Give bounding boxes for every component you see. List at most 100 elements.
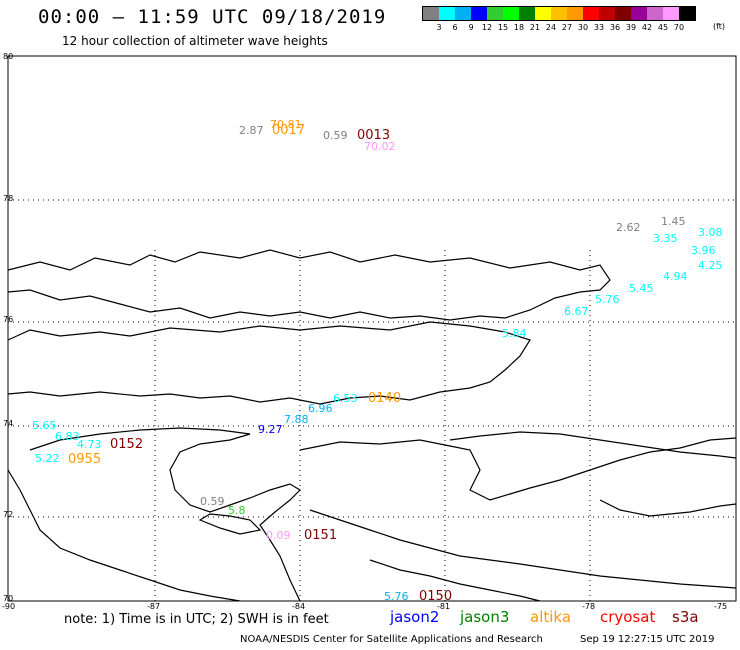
latitude-label: 74 [3, 419, 13, 428]
wave-height-label: 5.8 [228, 504, 246, 517]
wave-height-label: 70.81 [270, 118, 302, 131]
legend-label: 21 [529, 23, 541, 32]
latitude-label: 78 [3, 194, 13, 203]
longitude-label: -81 [437, 602, 450, 611]
wave-height-label: 6.67 [564, 305, 589, 318]
wave-height-label: 2.62 [616, 221, 641, 234]
wave-height-label: 5.76 [384, 590, 409, 603]
legend-swatch [631, 7, 647, 20]
satellite-name: altika [530, 608, 572, 626]
longitude-labels: -90 -87 -84 -81 -78 -75 [2, 602, 727, 611]
legend-swatch [519, 7, 535, 20]
wave-height-label: 5.65 [32, 419, 57, 432]
pass-time-label: 0017 [272, 123, 305, 138]
legend-label: 24 [545, 23, 557, 32]
legend-label: 6 [452, 23, 458, 32]
legend-swatch [615, 7, 631, 20]
legend-label: 70 [673, 23, 685, 32]
legend-label: 36 [609, 23, 621, 32]
wave-height-label: 2.87 [239, 124, 264, 137]
wave-height-label: 3.35 [653, 232, 678, 245]
legend-swatch [503, 7, 519, 20]
map-title: 00:00 – 11:59 UTC 09/18/2019 [38, 6, 387, 28]
legend-labels: 3 6 9 12 15 18 21 24 27 30 33 36 39 42 45 70 [422, 21, 696, 33]
wave-height-label: 0.59 [200, 495, 225, 508]
coastlines [7, 249, 737, 602]
legend-label: 42 [641, 23, 653, 32]
latitude-label: 70 [3, 594, 13, 603]
wave-height-label: 5.76 [595, 293, 620, 306]
satellite-name: jason3 [460, 608, 510, 626]
legend-swatches [422, 6, 696, 21]
wave-height-label: 4.94 [663, 270, 688, 283]
legend-swatch [423, 7, 439, 20]
wave-height-label: 6.96 [308, 402, 333, 415]
wave-height-label: 6.83 [55, 430, 80, 443]
color-legend: 3 6 9 12 15 18 21 24 27 30 33 36 39 42 45 70 [422, 6, 696, 33]
wave-height-label: 4.25 [698, 259, 723, 272]
legend-label: 9 [468, 23, 474, 32]
legend-swatch [487, 7, 503, 20]
longitude-label: -84 [292, 602, 305, 611]
pass-time-label: 0152 [110, 437, 143, 452]
latitude-labels: 80 78 76 74 72 70 [3, 52, 13, 603]
wave-height-label: 9.27 [258, 423, 283, 436]
legend-unit: (ft) [713, 22, 726, 31]
wave-height-label: 6.53 [333, 392, 358, 405]
wave-height-label: 3.08 [698, 226, 723, 239]
wave-height-label: 4.73 [77, 438, 102, 451]
longitude-label: -87 [147, 602, 160, 611]
legend-swatch [599, 7, 615, 20]
map-subtitle: 12 hour collection of altimeter wave hei… [62, 34, 328, 48]
legend-label: 15 [497, 23, 509, 32]
legend-label: 27 [561, 23, 573, 32]
legend-label: 3 [436, 23, 442, 32]
legend-label: 33 [593, 23, 605, 32]
satellite-name: cryosat [600, 608, 656, 626]
wave-height-label: 1.45 [661, 215, 686, 228]
legend-swatch [535, 7, 551, 20]
legend-swatch [471, 7, 487, 20]
legend-label: 39 [625, 23, 637, 32]
wave-height-label: 5.45 [629, 282, 654, 295]
wave-height-label: 70.02 [364, 140, 396, 153]
latitude-label: 80 [3, 52, 13, 61]
graticule [8, 199, 736, 601]
legend-swatch [439, 7, 455, 20]
legend-swatch [583, 7, 599, 20]
pass-time-label: 0151 [304, 528, 337, 543]
legend-swatch [647, 7, 663, 20]
footer-note: note: 1) Time is in UTC; 2) SWH is in fe… [64, 612, 329, 627]
timestamp: Sep 19 12:27:15 UTC 2019 [580, 634, 715, 645]
satellite-name: jason2 [390, 608, 440, 626]
satellite-name: s3a [672, 608, 699, 626]
pass-time-label: 0150 [419, 589, 452, 604]
wave-height-label: 5.84 [502, 327, 527, 340]
latitude-label: 76 [3, 315, 13, 324]
pass-time-label: 0013 [357, 128, 390, 143]
wave-height-label: 0.59 [323, 129, 348, 142]
legend-swatch [679, 7, 695, 20]
credit-line: NOAA/NESDIS Center for Satellite Applica… [240, 634, 543, 645]
wave-height-label: 5.22 [35, 452, 60, 465]
longitude-label: -90 [2, 602, 15, 611]
legend-label: 12 [481, 23, 493, 32]
pass-time-label: 0140 [368, 391, 401, 406]
wave-height-label: 3.96 [691, 244, 716, 257]
legend-label: 30 [577, 23, 589, 32]
legend-swatch [455, 7, 471, 20]
wave-height-label: 0.09 [266, 529, 291, 542]
legend-label: 18 [513, 23, 525, 32]
longitude-label: -75 [714, 602, 727, 611]
latitude-label: 72 [3, 510, 13, 519]
map-frame [7, 55, 737, 602]
legend-swatch [551, 7, 567, 20]
pass-time-label: 0955 [68, 452, 101, 467]
longitude-label: -78 [582, 602, 595, 611]
legend-swatch [663, 7, 679, 20]
legend-label: 45 [657, 23, 669, 32]
legend-swatch [567, 7, 583, 20]
wave-height-label: 7.88 [284, 413, 309, 426]
